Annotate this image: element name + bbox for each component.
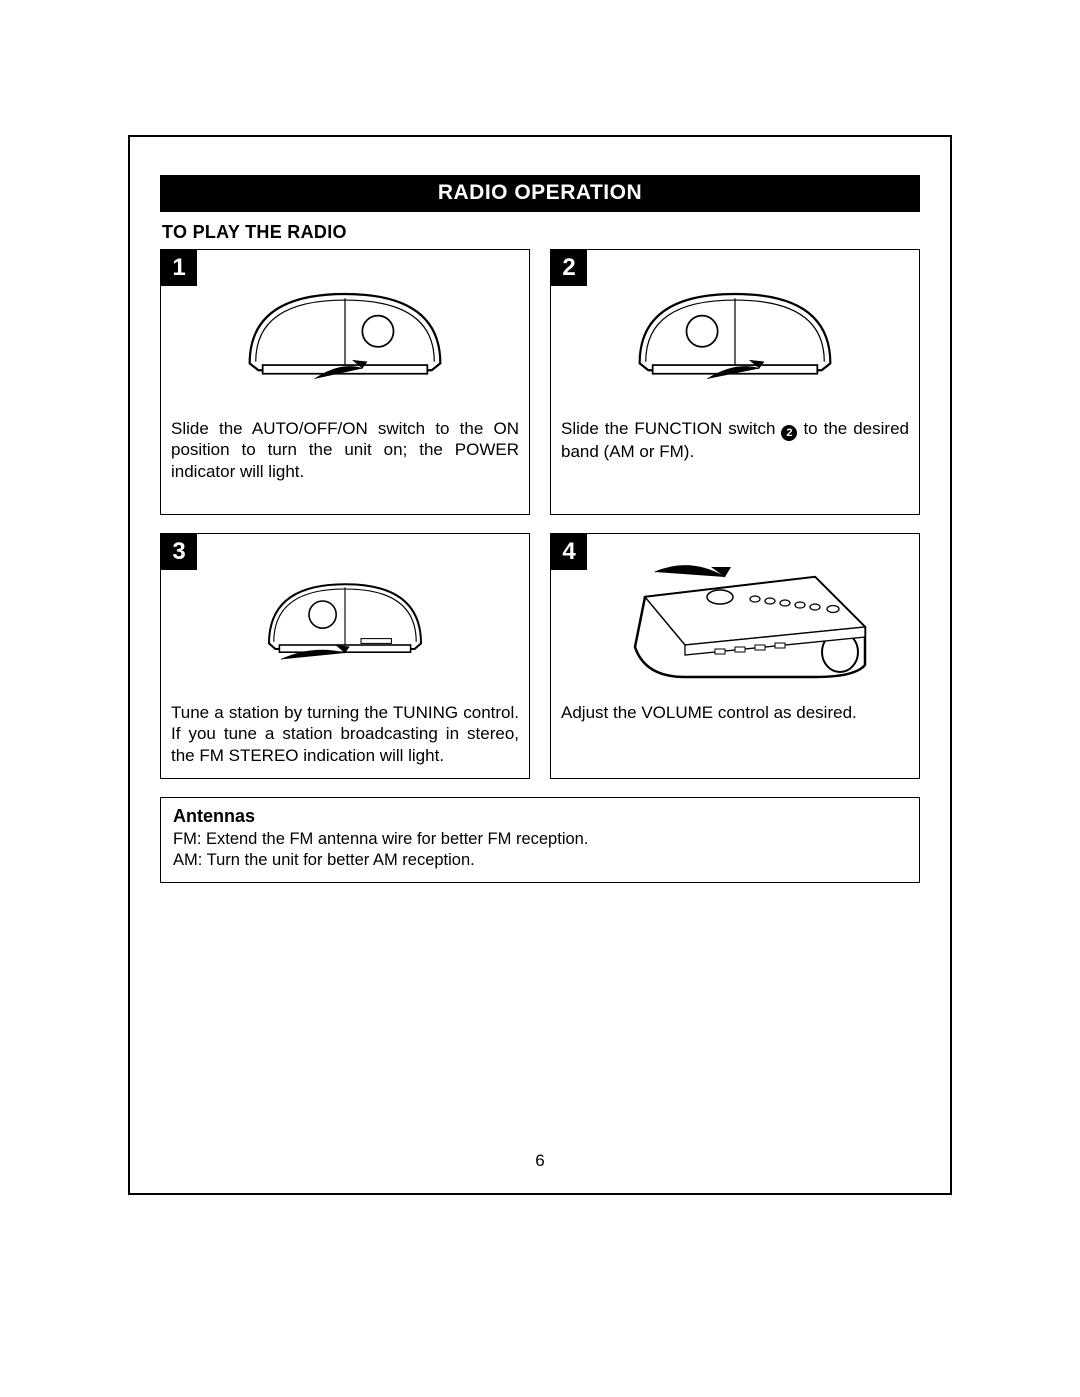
step-4-illustration — [551, 534, 919, 694]
step-4-text: Adjust the VOLUME control as desired. — [551, 694, 919, 778]
step-cell-4: 4 — [550, 533, 920, 779]
step-cell-1: 1 Slide the AUTO/OFF/ON switch to the ON… — [160, 249, 530, 515]
reference-mark-icon: 2 — [781, 425, 797, 441]
step-2-illustration — [551, 250, 919, 410]
antennas-title: Antennas — [173, 806, 907, 827]
step-cell-3: 3 Tune a station by turning the TUNING c… — [160, 533, 530, 779]
step-number-badge: 3 — [161, 534, 197, 570]
step-text-before: Slide the FUNCTION switch — [561, 419, 781, 438]
step-text-before: Adjust the VOLUME control as desired. — [561, 703, 857, 722]
steps-grid: 1 Slide the AUTO/OFF/ON switch to the ON… — [160, 249, 920, 779]
page-frame: RADIO OPERATION TO PLAY THE RADIO 1 Slid… — [128, 135, 952, 1195]
boombox-front-icon — [605, 268, 865, 398]
step-cell-2: 2 Slide the FUNCTION switch 2 to the des… — [550, 249, 920, 515]
antennas-fm-line: FM: Extend the FM antenna wire for bette… — [173, 829, 907, 850]
subheading: TO PLAY THE RADIO — [162, 222, 920, 243]
step-text-before: Tune a station by turning the TUNING con… — [171, 703, 519, 765]
step-number-badge: 2 — [551, 250, 587, 286]
step-3-text: Tune a station by turning the TUNING con… — [161, 694, 529, 778]
boombox-front-icon — [225, 557, 465, 677]
step-1-text: Slide the AUTO/OFF/ON switch to the ON p… — [161, 410, 529, 514]
step-number-badge: 1 — [161, 250, 197, 286]
step-2-text: Slide the FUNCTION switch 2 to the desir… — [551, 410, 919, 514]
step-3-illustration — [161, 534, 529, 694]
antennas-box: Antennas FM: Extend the FM antenna wire … — [160, 797, 920, 883]
step-number-badge: 4 — [551, 534, 587, 570]
step-text-before: Slide the AUTO/OFF/ON switch to the ON p… — [171, 419, 519, 481]
page-number: 6 — [130, 1151, 950, 1171]
step-1-illustration — [161, 250, 529, 410]
boombox-perspective-icon — [585, 537, 885, 697]
boombox-front-icon — [215, 268, 475, 398]
section-title-bar: RADIO OPERATION — [160, 175, 920, 212]
section-title: RADIO OPERATION — [438, 181, 642, 204]
antennas-am-line: AM: Turn the unit for better AM receptio… — [173, 850, 907, 871]
